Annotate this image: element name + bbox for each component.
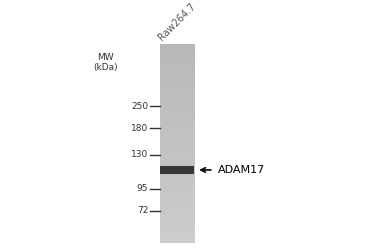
Text: 130: 130 (131, 150, 148, 159)
Text: 72: 72 (137, 206, 148, 215)
Bar (160, 166, 194, 174)
Text: MW
(kDa): MW (kDa) (94, 52, 118, 72)
Text: Raw264.7: Raw264.7 (157, 2, 198, 43)
Text: 95: 95 (137, 184, 148, 193)
Text: 250: 250 (131, 102, 148, 111)
Text: 180: 180 (131, 124, 148, 133)
Text: ADAM17: ADAM17 (218, 165, 265, 175)
